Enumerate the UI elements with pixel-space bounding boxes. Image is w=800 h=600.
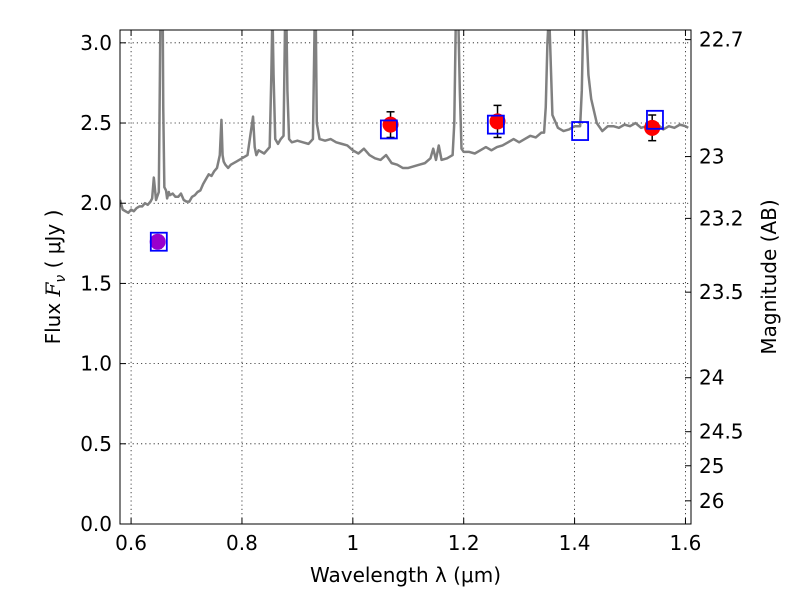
y-tick-label: 1.0 [80,352,112,376]
plot-background [120,30,691,524]
model-square [486,114,505,135]
x-tick-label: 1.2 [448,531,480,555]
model-square [149,231,168,252]
y-tick-label: 0.5 [80,432,112,456]
mag-tick-label: 23.5 [699,280,744,304]
grid [120,30,691,524]
x-tick-label: 0.6 [115,531,147,555]
y-axis-title-prefix: Flux [41,296,65,344]
x-tick-label: 1 [346,531,359,555]
y-tick-label: 0.0 [80,512,112,536]
x-tick-label: 1.4 [559,531,591,555]
mag-tick-label: 23.2 [699,206,744,230]
y-tick-label: 1.5 [80,271,112,295]
mag-tick-label: 22.7 [699,28,744,52]
y-tick-label: 2.5 [80,111,112,135]
y-axis-title-suffix: ( μJy ) [41,210,65,275]
x-axis-title: Wavelength λ (μm) [310,563,501,587]
y-tick-label: 3.0 [80,31,112,55]
mag-tick-label: 24.5 [699,420,744,444]
y-axis-title-left: Flux Fν ( μJy ) [41,210,69,345]
mag-tick-label: 23 [699,145,724,169]
plot-frame [119,29,692,525]
spectrum-line [120,30,689,215]
y-tick-label: 2.0 [80,191,112,215]
y-axis-title-subscript: ν [53,275,69,283]
mag-tick-label: 26 [699,489,724,513]
series-layer [120,30,689,252]
y-axis-title-right: Magnitude (AB) [757,199,781,354]
y-axis-title-symbol: F [41,281,65,297]
observed-point [489,113,506,130]
model-square [646,109,664,130]
mag-tick-label: 25 [699,454,724,478]
model-square [571,121,590,141]
observed-point [644,119,661,136]
observed-point [149,233,166,250]
axes: 0.6 0.8 1 1.2 1.4 1.6 0.0 0.5 1.0 1.5 2.0 2.5 3.0 22.… [80,28,743,555]
mag-tick-label: 24 [699,366,724,390]
x-tick-label: 1.6 [670,531,702,555]
model-square [379,119,398,140]
x-tick-label: 0.8 [226,531,258,555]
